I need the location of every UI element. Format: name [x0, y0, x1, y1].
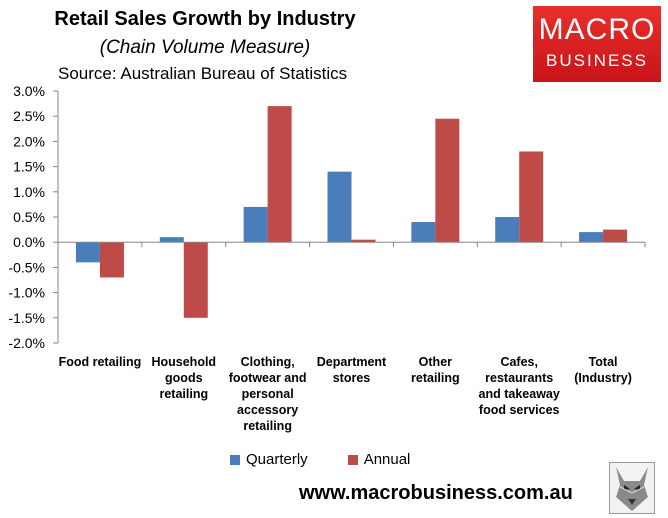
chart-subtitle: (Chain Volume Measure): [99, 37, 311, 58]
bar-annual-0: [99, 242, 124, 278]
wolf-logo-icon: [609, 462, 655, 514]
bar-annual-5: [519, 151, 544, 243]
chart-title: Retail Sales Growth by Industry: [54, 8, 356, 30]
bar-annual-4: [435, 118, 460, 243]
logo-text-macro: MACRO: [538, 13, 656, 46]
bar-annual-6: [603, 229, 628, 243]
x-category-label: Department stores: [316, 355, 387, 385]
y-tick-label: 2.5%: [13, 108, 45, 124]
legend-item-quarterly: Quarterly: [230, 451, 308, 468]
macro-business-logo: MACRO BUSINESS: [533, 6, 661, 82]
x-category-label: Other retailing: [411, 355, 460, 385]
chart-source: Source: Australian Bureau of Statistics: [58, 64, 348, 83]
legend-swatch-quarterly: [230, 454, 240, 465]
y-tick-label: -1.5%: [8, 310, 45, 326]
bar-quarterly-4: [411, 222, 436, 243]
x-category-label: Cafes, restaurants and takeaway food ser…: [478, 355, 560, 417]
y-tick-label: 2.0%: [13, 133, 45, 149]
chart-legend: Quarterly Annual: [230, 451, 450, 468]
x-category-label: Food retailing: [58, 355, 142, 369]
legend-swatch-annual: [347, 454, 358, 465]
bar-quarterly-6: [579, 232, 604, 243]
logo-text-business: BUSINESS: [546, 51, 648, 70]
bar-quarterly-3: [327, 171, 352, 243]
bar-annual-3: [351, 239, 376, 243]
x-category-label: Household goods retailing: [151, 355, 217, 401]
y-tick-label: 0.5%: [13, 209, 45, 225]
y-tick-label: 1.0%: [13, 184, 45, 200]
legend-label-annual: Annual: [363, 451, 411, 468]
bar-annual-1: [183, 242, 208, 318]
x-category-label: Clothing, footwear and personal accessor…: [228, 355, 307, 433]
y-tick-label: -2.0%: [8, 335, 45, 351]
y-tick-label: 1.5%: [13, 159, 45, 175]
bar-annual-2: [267, 106, 292, 243]
y-tick-label: -1.0%: [8, 285, 45, 301]
y-tick-label: -0.5%: [8, 259, 45, 275]
x-category-label: Total (Industry): [574, 355, 632, 385]
bar-quarterly-1: [159, 237, 184, 243]
legend-label-quarterly: Quarterly: [246, 451, 308, 468]
bar-quarterly-0: [75, 242, 100, 263]
website-url: www.macrobusiness.com.au: [299, 482, 573, 504]
y-tick-label: 3.0%: [13, 83, 45, 99]
legend-item-annual: Annual: [347, 451, 411, 468]
bar-quarterly-5: [495, 217, 520, 243]
bar-quarterly-2: [243, 206, 268, 243]
y-tick-label: 0.0%: [13, 234, 45, 250]
